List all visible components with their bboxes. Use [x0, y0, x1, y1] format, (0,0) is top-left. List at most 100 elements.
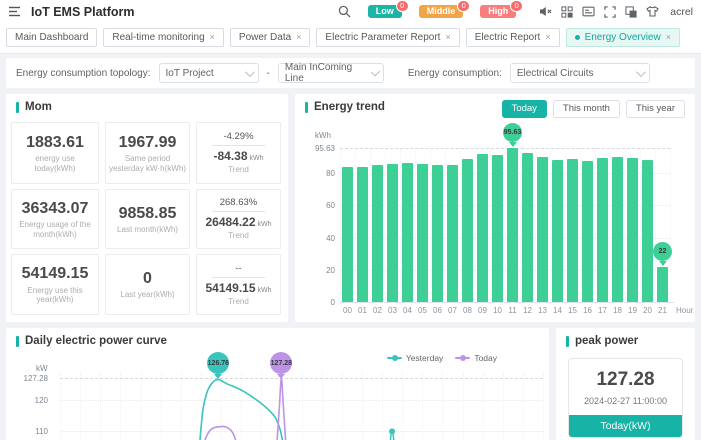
- tab-close-icon[interactable]: ×: [296, 32, 302, 42]
- v-gridline: [550, 148, 551, 302]
- v-gridline: [670, 148, 671, 302]
- username[interactable]: acrel: [670, 5, 693, 18]
- x-tick-label: 07: [448, 306, 457, 315]
- marker-tail: [277, 374, 286, 379]
- chevron-down-icon: [244, 66, 255, 77]
- tab-close-icon[interactable]: ×: [665, 32, 671, 42]
- bar-hour-14: [552, 160, 563, 302]
- v-gridline: [340, 148, 341, 302]
- tab-bar: Main Dashboard Real-time monitoring × Pow…: [0, 23, 701, 54]
- peak-timestamp: 2024-02-27 11:00:00: [584, 396, 667, 406]
- v-gridline: [535, 148, 536, 302]
- peak-power-panel: peak power 127.28 2024-02-27 11:00:00 To…: [556, 328, 695, 440]
- y-tick-label: 40: [326, 233, 335, 243]
- legend-swatch: [455, 355, 471, 361]
- panel-title: Daily electric power curve: [6, 328, 549, 347]
- y-gridline: [60, 400, 543, 402]
- x-tick-label: 19: [628, 306, 637, 315]
- search-icon[interactable]: [338, 5, 351, 18]
- marker-bubble: 95.63: [503, 123, 522, 142]
- x-tick-label: 06: [433, 306, 442, 315]
- legend-item-yesterday[interactable]: Yesterday: [386, 353, 443, 363]
- theme-switch-icon[interactable]: [625, 5, 637, 18]
- tab-realtime-monitoring[interactable]: Real-time monitoring ×: [103, 28, 224, 47]
- series-line-today: [204, 377, 287, 440]
- y-tick-label: 20: [326, 265, 335, 275]
- chevron-down-icon: [370, 66, 380, 77]
- x-tick-label: 03: [388, 306, 397, 315]
- tab-label: Electric Parameter Report: [325, 32, 441, 43]
- v-gridline: [370, 148, 371, 302]
- today-button[interactable]: Today: [501, 100, 547, 118]
- tab-electric-report[interactable]: Electric Report ×: [465, 28, 560, 47]
- x-tick-label: 15: [568, 306, 577, 315]
- v-gridline: [610, 148, 611, 302]
- title-accent-bar: [305, 101, 308, 113]
- alarm-badge-middle[interactable]: Middle 0: [418, 0, 471, 18]
- legend-item-today[interactable]: Today: [455, 353, 497, 363]
- this-year-button[interactable]: This year: [625, 100, 685, 118]
- max-tick-label: 95.63: [314, 144, 335, 153]
- bar-max-marker-pin: 95.63: [503, 123, 522, 147]
- bar-hour-05: [417, 163, 428, 302]
- bar-hour-10: [492, 155, 503, 302]
- mute-icon[interactable]: [539, 5, 552, 18]
- project-select[interactable]: IoT Project: [158, 63, 259, 83]
- curve-svg: [199, 377, 396, 440]
- v-gridline: [543, 372, 544, 440]
- y-gridline: [60, 378, 543, 379]
- x-tick-label: 18: [613, 306, 622, 315]
- peak-today-button[interactable]: Today(kW): [569, 415, 682, 437]
- this-month-button[interactable]: This month: [552, 100, 620, 118]
- series-dot-yesterday: [389, 428, 396, 435]
- bar-hour-17: [597, 157, 608, 302]
- tab-close-icon[interactable]: ×: [445, 32, 451, 42]
- tab-energy-overview[interactable]: Energy Overview ×: [565, 28, 680, 47]
- tab-label: Main Dashboard: [15, 32, 89, 43]
- tab-close-icon[interactable]: ×: [545, 32, 551, 42]
- x-tick-label: 16: [583, 306, 592, 315]
- badge-label: Middle: [426, 6, 456, 16]
- bar-hour-08: [462, 158, 473, 302]
- bar-hour-04: [402, 162, 413, 302]
- x-tick-label: 20: [643, 306, 652, 315]
- bar-hour-16: [582, 161, 593, 302]
- tab-main-dashboard[interactable]: Main Dashboard: [6, 28, 98, 47]
- tab-label: Energy Overview: [584, 32, 661, 43]
- badge-count: 0: [395, 0, 409, 12]
- grid-apps-icon[interactable]: [561, 5, 573, 18]
- menu-collapse-icon[interactable]: [8, 5, 21, 18]
- tab-close-icon[interactable]: ×: [209, 32, 215, 42]
- alarm-badge-low[interactable]: Low 0: [367, 0, 409, 18]
- stat-card-last-month: 9858.85 Last month(kWh): [105, 189, 190, 249]
- daily-power-line-chart: kW 127.28 120 110 126.76 127.28: [6, 328, 549, 440]
- v-gridline: [361, 372, 363, 440]
- v-gridline: [321, 372, 323, 440]
- max-gridline: [340, 148, 670, 149]
- select-value: Main InComing Line: [284, 62, 353, 84]
- legend-swatch: [386, 355, 402, 361]
- bar-hour-02: [372, 165, 383, 302]
- language-icon[interactable]: [582, 5, 595, 18]
- app-title: IoT EMS Platform: [31, 4, 135, 19]
- select-value: Electrical Circuits: [516, 67, 594, 79]
- energy-trend-panel: Energy trend Today This month This year …: [295, 94, 695, 322]
- bar-hour-13: [537, 157, 548, 302]
- fullscreen-icon[interactable]: [604, 5, 616, 18]
- alarm-badge-high[interactable]: High 0: [480, 0, 524, 18]
- y-gridline: [340, 173, 670, 175]
- range-buttons: Today This month This year: [501, 100, 685, 118]
- v-gridline: [200, 372, 202, 440]
- app-header: IoT EMS Platform Low 0 Middle 0 High 0: [0, 0, 701, 23]
- trend-card-day: -4.29% -84.38 kWh Trend: [196, 122, 281, 184]
- incoming-line-select[interactable]: Main InComing Line: [277, 62, 384, 84]
- energy-consumption-label: Energy consumption:: [407, 67, 502, 79]
- bar-hour-18: [612, 157, 623, 302]
- select-value: IoT Project: [165, 67, 214, 79]
- tab-power-data[interactable]: Power Data ×: [229, 28, 311, 47]
- trend-card-year: -- 54149.15 kWh Trend: [196, 254, 281, 315]
- tab-electric-parameter-report[interactable]: Electric Parameter Report ×: [316, 28, 460, 47]
- circuits-select[interactable]: Electrical Circuits: [509, 63, 650, 83]
- header-actions: Low 0 Middle 0 High 0 acrel: [338, 0, 693, 18]
- skin-icon[interactable]: [646, 5, 659, 18]
